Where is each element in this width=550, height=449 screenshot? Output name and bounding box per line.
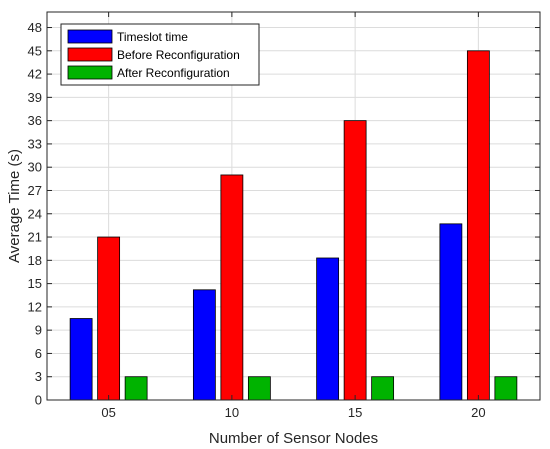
- y-tick-label: 42: [28, 67, 42, 82]
- legend-label-after: After Reconfiguration: [117, 66, 230, 80]
- legend-label-before: Before Reconfiguration: [117, 48, 240, 62]
- y-tick-label: 9: [35, 323, 42, 338]
- y-tick-label: 3: [35, 369, 42, 384]
- y-tick-label: 15: [28, 276, 42, 291]
- bar-after-reconfiguration-15: [371, 376, 395, 401]
- bar-before-reconfiguration-20: [466, 50, 490, 401]
- bar-after-reconfiguration-20: [494, 376, 518, 401]
- x-tick-label: 10: [225, 405, 239, 420]
- legend-swatch-after: [67, 65, 113, 80]
- x-axis-title: Number of Sensor Nodes: [209, 430, 378, 447]
- bar-before-reconfiguration-05: [97, 236, 121, 401]
- legend-label-timeslot: Timeslot time: [117, 30, 188, 44]
- legend: Timeslot time Before Reconfiguration Aft…: [60, 23, 260, 86]
- legend-swatch-before: [67, 47, 113, 62]
- bar-before-reconfiguration-15: [343, 120, 367, 401]
- y-tick-label: 36: [28, 113, 42, 128]
- plot-frame: [46, 11, 541, 401]
- y-tick-label: 30: [28, 160, 42, 175]
- x-axis-ticks: 05 10 15 20: [101, 12, 486, 420]
- y-tick-label: 33: [28, 136, 42, 151]
- legend-swatch-timeslot: [67, 29, 113, 44]
- bars: [69, 50, 518, 401]
- bar-timeslot-time-20: [439, 223, 463, 401]
- bar-before-reconfiguration-10: [220, 174, 244, 401]
- y-tick-label: 27: [28, 183, 42, 198]
- y-tick-label: 6: [35, 346, 42, 361]
- y-tick-label: 48: [28, 20, 42, 35]
- y-tick-label: 0: [35, 393, 42, 408]
- bar-timeslot-time-05: [69, 318, 93, 401]
- bar-timeslot-time-10: [192, 289, 216, 401]
- y-tick-label: 18: [28, 253, 42, 268]
- x-tick-label: 05: [101, 405, 115, 420]
- y-tick-label: 45: [28, 43, 42, 58]
- y-tick-label: 21: [28, 230, 42, 245]
- bar-after-reconfiguration-10: [247, 376, 271, 401]
- y-tick-label: 12: [28, 299, 42, 314]
- bar-timeslot-time-15: [316, 257, 340, 401]
- y-tick-label: 39: [28, 90, 42, 105]
- x-tick-label: 15: [348, 405, 362, 420]
- y-axis-title: Average Time (s): [6, 149, 23, 263]
- x-tick-label: 20: [471, 405, 485, 420]
- bar-after-reconfiguration-05: [124, 376, 148, 401]
- y-tick-label: 24: [28, 206, 42, 221]
